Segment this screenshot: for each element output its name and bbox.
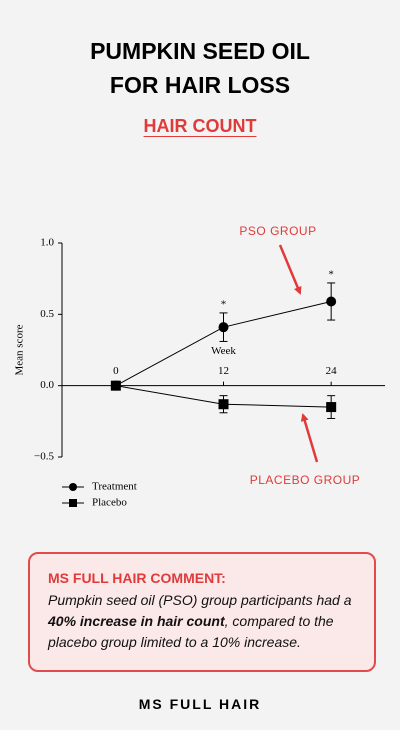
y-tick-label: 1.0 bbox=[40, 237, 54, 249]
comment-text-part: Pumpkin seed oil (PSO) group participant… bbox=[48, 592, 352, 608]
point bbox=[326, 402, 337, 413]
callout-label: PLACEBO GROUP bbox=[250, 473, 361, 487]
x-tick-label: 12 bbox=[218, 365, 229, 377]
comment-heading: MS FULL HAIR COMMENT: bbox=[48, 570, 226, 586]
y-tick-label: 0.0 bbox=[40, 379, 54, 391]
callout-arrow bbox=[278, 244, 302, 295]
legend-marker bbox=[69, 499, 77, 507]
footer: MS FULL HAIR bbox=[138, 696, 262, 712]
point bbox=[218, 399, 229, 410]
title: PUMPKIN SEED OIL FOR HAIR LOSS bbox=[0, 34, 400, 102]
point bbox=[218, 322, 229, 333]
comment-box: MS FULL HAIR COMMENT: Pumpkin seed oil (… bbox=[28, 552, 376, 672]
legend-label: Treatment bbox=[92, 481, 137, 493]
legend-marker bbox=[69, 483, 77, 491]
y-axis-label: Mean score bbox=[14, 324, 26, 375]
chart: Mean score −0.5 0.0 0.5 1.0 0 12 24 Week Treatme… bbox=[14, 224, 385, 509]
subtitle: HAIR COUNT bbox=[143, 116, 257, 136]
comment-text: Pumpkin seed oil (PSO) group participant… bbox=[48, 590, 358, 653]
callout-label: PSO GROUP bbox=[239, 224, 316, 238]
point bbox=[326, 296, 337, 307]
callout-arrow bbox=[300, 413, 319, 463]
y-tick-label: 0.5 bbox=[40, 308, 54, 320]
x-axis-label: Week bbox=[211, 345, 236, 357]
x-tick-label: 24 bbox=[326, 365, 338, 377]
point bbox=[110, 380, 121, 391]
significance-mark: * bbox=[221, 298, 227, 310]
title-line: PUMPKIN SEED OIL bbox=[90, 38, 310, 64]
y-tick-label: −0.5 bbox=[34, 451, 54, 463]
title-line: FOR HAIR LOSS bbox=[109, 72, 291, 98]
x-tick-label: 0 bbox=[113, 365, 119, 377]
significance-mark: * bbox=[328, 268, 334, 280]
comment-text-bold: 40% increase in hair count bbox=[48, 613, 225, 629]
comment-text-part: , compared to the placebo group limited … bbox=[48, 613, 334, 650]
legend-label: Placebo bbox=[92, 497, 127, 509]
